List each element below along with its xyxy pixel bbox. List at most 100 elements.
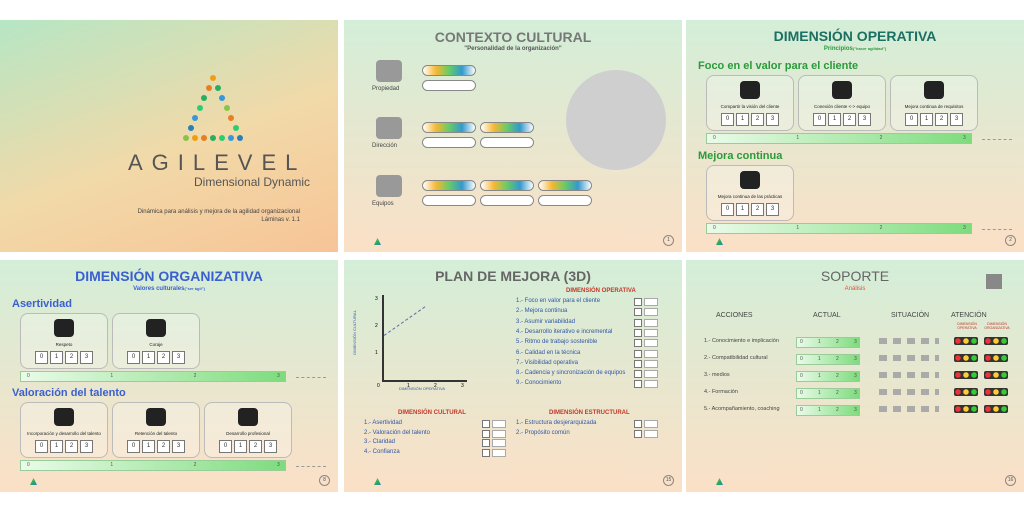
slide-title: SOPORTE	[820, 268, 890, 284]
action-label: 5.- Acompañamiento, coaching	[704, 406, 780, 412]
plan-item: 4.- Desarrollo iterativo e incremental	[516, 328, 613, 335]
current-bar: 0 1 2 3	[796, 354, 860, 365]
slide: AGILEVEL Dimensional Dynamic Dinámica para…	[0, 20, 338, 252]
y-tick: 2	[375, 323, 378, 329]
version: Láminas v. 1.1	[261, 217, 300, 223]
group-heading: DIMENSIÓN OPERATIVA	[566, 288, 636, 294]
role-label: Propiedad	[372, 86, 400, 92]
pencil-box	[422, 122, 476, 133]
score-box: 2	[157, 351, 170, 364]
slide-title: PLAN DE MEJORA (3D)	[435, 268, 591, 284]
situation-icons	[879, 389, 939, 395]
item-card: Coraje 0 1 2 3	[112, 313, 200, 369]
slide-title: DIMENSIÓN ORGANIZATIVA	[75, 268, 263, 284]
subtitle-text: Valores culturales	[133, 286, 185, 292]
slide: SOPORTE Análisis ACCIONES ACTUAL SITUACIÓN AT…	[686, 260, 1024, 492]
logo-dot	[187, 125, 194, 131]
slide-subtitle: Análisis	[844, 286, 866, 292]
input-box	[644, 380, 658, 389]
item-label: Compartir la visión del cliente	[720, 104, 780, 109]
action-label: 2.- Compatibilidad cultural	[704, 355, 768, 361]
role-icon	[376, 60, 402, 82]
bar-label: 2	[836, 356, 839, 362]
plan-item: 2.- Propósito común	[516, 429, 570, 436]
section-heading: Foco en el valor para el cliente	[698, 60, 859, 72]
page-number: 15	[663, 475, 674, 486]
score-box: 1	[142, 440, 155, 453]
item-label: Desarrollo profesional	[226, 431, 270, 436]
progress-bar: 0 1 2 3	[706, 133, 972, 144]
item-label: Incorporación y desarrollo del talento	[27, 431, 101, 436]
bar-label: 1	[818, 373, 821, 379]
dashed-line	[982, 229, 1012, 230]
y-axis	[382, 295, 384, 380]
score-box: 3	[80, 440, 93, 453]
logo-dot	[210, 75, 216, 81]
plan-item: 1.- Estructura desjerarquizada	[516, 420, 597, 426]
subtitle-note: ("hacer agilidad")	[852, 46, 887, 51]
score-box: 2	[65, 351, 78, 364]
dashed-line	[982, 139, 1012, 140]
bar-label: 0	[713, 225, 716, 231]
bar-label: 1	[818, 407, 821, 413]
bar-label: 0	[800, 373, 803, 379]
logo-dot	[183, 135, 189, 141]
score-box: 1	[920, 113, 933, 126]
traffic-light	[984, 405, 1008, 413]
subtitle-note: ("ser ágil")	[184, 286, 205, 291]
slide-title: DIMENSIÓN OPERATIVA	[773, 28, 937, 44]
plan-item: 3.- Asumir variabilidad	[516, 318, 576, 325]
score-box: 0	[127, 440, 140, 453]
action-label: 3.- medios	[704, 372, 730, 378]
bar-label: 3	[854, 356, 857, 362]
score-box: 3	[766, 203, 779, 216]
checkbox	[634, 370, 642, 379]
situation-icons	[879, 355, 939, 361]
score-box: 1	[828, 113, 841, 126]
plan-item: 1.- Asertividad	[364, 420, 403, 426]
score-box: 0	[127, 351, 140, 364]
item-icon	[832, 81, 852, 99]
checkbox	[634, 380, 642, 389]
slide: DIMENSIÓN OPERATIVA Principios("hacer agi…	[686, 20, 1024, 252]
checkbox	[634, 328, 642, 337]
pencil-box	[538, 180, 592, 191]
item-icon	[54, 319, 74, 337]
slide-title: CONTEXTO CULTURAL	[434, 29, 592, 45]
traffic-light	[954, 354, 978, 362]
score-box: 2	[935, 113, 948, 126]
logo-dot	[228, 135, 234, 141]
dashed-line	[296, 377, 326, 378]
checkbox	[634, 308, 642, 317]
bar-label: 0	[713, 135, 716, 141]
checkbox	[634, 359, 642, 368]
traffic-light	[984, 354, 1008, 362]
item-card: Mejora continua de requisitos 0 1 2 3	[890, 75, 978, 131]
input-box	[644, 328, 658, 337]
section-heading: Valoración del talento	[12, 387, 126, 399]
pillar-icon	[986, 274, 1002, 289]
section-heading: Asertividad	[12, 298, 72, 310]
plan-item: 6.- Calidad en la técnica	[516, 349, 581, 356]
pencil-box	[422, 180, 476, 191]
score-box: 2	[843, 113, 856, 126]
checkbox	[482, 429, 490, 438]
input-box	[644, 359, 658, 368]
progress-bar: 0 1 2 3	[706, 223, 972, 234]
page-number: 16	[1005, 475, 1016, 486]
bar-label: 3	[963, 135, 966, 141]
dashed-line	[296, 466, 326, 467]
bar-label: 3	[854, 339, 857, 345]
score-box: 3	[264, 440, 277, 453]
score-box: 3	[766, 113, 779, 126]
subtitle-text: Principios	[823, 46, 853, 52]
bar-label: 3	[277, 373, 280, 379]
score-box: 0	[721, 203, 734, 216]
bar-label: 0	[27, 373, 30, 379]
current-bar: 0 1 2 3	[796, 337, 860, 348]
score-box: 1	[50, 351, 63, 364]
score-box: 2	[249, 440, 262, 453]
current-bar: 0 1 2 3	[796, 405, 860, 416]
item-card: Compartir la visión del cliente 0 1 2 3	[706, 75, 794, 131]
